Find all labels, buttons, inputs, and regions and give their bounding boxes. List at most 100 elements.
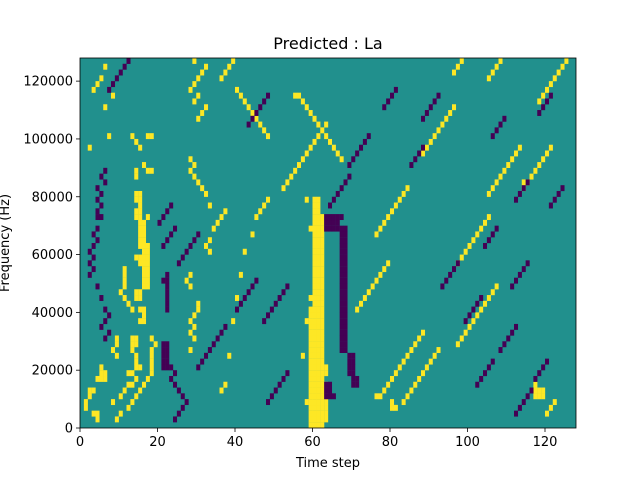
- heatmap-cell-high: [405, 393, 410, 400]
- heatmap-cell-low: [339, 289, 344, 296]
- heatmap-cell-low: [328, 219, 333, 226]
- heatmap-cell-high: [486, 295, 491, 301]
- heatmap-cell-high: [238, 92, 243, 99]
- heatmap-cell-high: [316, 133, 321, 140]
- heatmap-cell-high: [564, 58, 569, 64]
- heatmap-cell-high: [312, 231, 317, 238]
- heatmap-cell-low: [184, 248, 189, 255]
- heatmap-cell-high: [316, 295, 321, 301]
- heatmap-cell-low: [521, 266, 526, 273]
- heatmap-cell-high: [424, 144, 429, 151]
- heatmap-cell-low: [444, 277, 449, 284]
- heatmap-cell-high: [324, 370, 329, 377]
- heatmap-cell-high: [479, 306, 484, 313]
- heatmap-cell-high: [196, 115, 201, 122]
- heatmap-cell-low: [87, 248, 92, 255]
- heatmap-cell-low: [339, 347, 344, 353]
- heatmap-cell-low: [266, 312, 271, 319]
- heatmap-cell-high: [533, 387, 538, 394]
- heatmap-cell-high: [138, 237, 143, 244]
- heatmap-cell-high: [390, 399, 395, 406]
- heatmap-cell-high: [529, 173, 534, 180]
- heatmap-cell-low: [498, 347, 503, 353]
- heatmap-cell-low: [188, 243, 193, 249]
- heatmap-cell-low: [339, 248, 344, 255]
- heatmap-cell-high: [320, 329, 325, 336]
- heatmap-cell-low: [324, 381, 329, 388]
- heatmap-cell-high: [320, 347, 325, 353]
- heatmap-cell-high: [471, 237, 476, 244]
- heatmap-cell-low: [328, 202, 333, 209]
- heatmap-cell-low: [335, 219, 340, 226]
- heatmap-cell-high: [266, 133, 271, 140]
- heatmap-cell-high: [138, 295, 143, 301]
- y-tick-label: 120000: [23, 75, 73, 90]
- heatmap-cell-high: [118, 289, 123, 296]
- heatmap-cell-high: [386, 381, 391, 388]
- heatmap-cell-low: [339, 283, 344, 290]
- x-tick-label: 20: [149, 435, 166, 450]
- heatmap-cell-high: [134, 173, 139, 180]
- heatmap-cell-high: [312, 295, 317, 301]
- heatmap-cell-high: [103, 370, 108, 377]
- heatmap-cell-high: [149, 358, 154, 365]
- heatmap-cell-low: [165, 295, 170, 301]
- heatmap-cell-high: [122, 283, 127, 290]
- heatmap-cell-high: [130, 133, 135, 140]
- heatmap-cell-low: [273, 387, 278, 394]
- heatmap-cell-high: [312, 138, 317, 145]
- heatmap-cell-low: [99, 173, 104, 180]
- heatmap-cell-low: [165, 283, 170, 290]
- heatmap-cell-high: [312, 283, 317, 290]
- heatmap-cell-low: [502, 341, 507, 348]
- heatmap-cell-low: [390, 92, 395, 99]
- heatmap-cell-high: [390, 375, 395, 382]
- heatmap-cell-high: [188, 318, 193, 325]
- heatmap-cell-low: [339, 306, 344, 313]
- heatmap-cell-high: [378, 271, 383, 278]
- heatmap-cell-low: [347, 370, 352, 377]
- heatmap-cell-low: [339, 271, 344, 278]
- heatmap-cell-low: [560, 185, 565, 192]
- heatmap-cell-low: [250, 115, 255, 122]
- heatmap-cell-high: [192, 173, 197, 180]
- heatmap-cell-high: [320, 323, 325, 330]
- heatmap-cell-high: [196, 179, 201, 186]
- heatmap-cell-low: [351, 364, 356, 371]
- heatmap-cell-high: [320, 289, 325, 296]
- heatmap-cell-low: [331, 219, 336, 226]
- heatmap-cell-high: [111, 92, 116, 99]
- heatmap-cell-low: [328, 387, 333, 394]
- heatmap-cell-low: [331, 225, 336, 232]
- heatmap-cell-low: [184, 399, 189, 406]
- heatmap-cell-high: [483, 300, 488, 307]
- heatmap-cell-low: [285, 370, 290, 377]
- heatmap-cell-low: [347, 162, 352, 168]
- heatmap-cell-high: [262, 202, 267, 209]
- heatmap-cell-high: [440, 121, 445, 128]
- heatmap-cell-low: [331, 393, 336, 400]
- heatmap-cell-high: [149, 370, 154, 377]
- heatmap-cell-high: [142, 318, 147, 325]
- heatmap-cell-high: [242, 248, 247, 255]
- heatmap-cell-high: [308, 375, 313, 382]
- heatmap-cell-high: [83, 404, 88, 411]
- heatmap-cell-low: [521, 399, 526, 406]
- heatmap-cell-high: [312, 214, 317, 221]
- heatmap-cell-high: [316, 399, 321, 406]
- heatmap-cell-low: [173, 381, 178, 388]
- heatmap-cell-high: [324, 404, 329, 411]
- heatmap-cell-high: [471, 318, 476, 325]
- heatmap-cell-low: [556, 190, 561, 197]
- heatmap-cell-high: [142, 219, 147, 226]
- heatmap-cell-low: [176, 410, 181, 417]
- heatmap-cell-high: [486, 190, 491, 197]
- heatmap-cell-high: [320, 387, 325, 394]
- heatmap-cell-high: [308, 323, 313, 330]
- heatmap-cell-low: [324, 393, 329, 400]
- heatmap-cell-high: [545, 410, 550, 417]
- heatmap-cell-high: [312, 237, 317, 244]
- heatmap-cell-high: [312, 410, 317, 417]
- heatmap-cell-high: [459, 58, 464, 64]
- plot-area: [80, 58, 576, 429]
